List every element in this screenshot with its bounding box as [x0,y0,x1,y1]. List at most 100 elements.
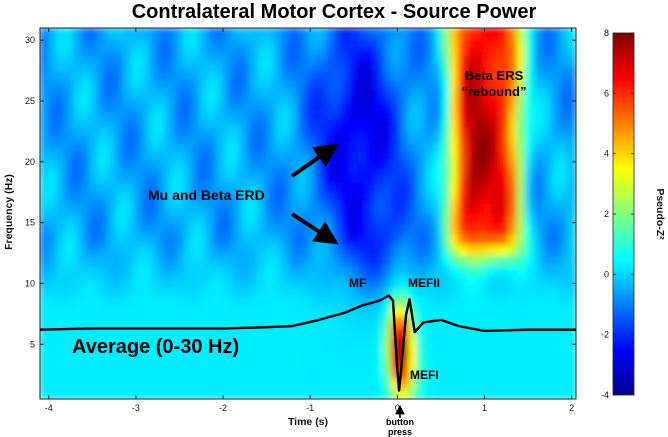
heatmap-cell [533,316,543,328]
heatmap-cell [449,388,460,399]
heatmap-cell [299,182,309,194]
heatmap-cell [349,388,359,399]
heatmap-cell [408,109,418,122]
heatmap-cell [374,48,384,60]
heatmap-cell [190,171,200,184]
heatmap-cell [265,233,275,245]
heatmap-cell [542,140,552,153]
heatmap-cell [416,37,426,50]
heatmap-cell [567,388,576,399]
heatmap-cell [475,99,485,111]
heatmap-cell [458,326,468,338]
heatmap-cell [550,388,560,399]
heatmap-cell [416,68,426,81]
heatmap-cell [466,89,476,101]
heatmap-cell [98,192,108,204]
heatmap-cell [466,326,476,338]
heatmap-cell [508,109,518,122]
heatmap-cell [374,326,384,338]
heatmap-cell [198,171,208,184]
heatmap-cell [98,326,108,338]
heatmap-cell [282,346,292,359]
heatmap-cell [466,130,476,142]
heatmap-cell [223,243,234,256]
heatmap-cell [382,254,393,266]
heatmap-cell [382,109,393,122]
heatmap-cell [148,120,158,132]
heatmap-cell [282,336,292,348]
heatmap-cell [416,48,426,60]
heatmap-cell [248,285,259,297]
heatmap-cell [73,99,83,111]
heatmap-cell [282,388,292,399]
heatmap-cell [466,28,476,39]
heatmap-cell [449,254,460,266]
heatmap-cell [525,213,535,225]
heatmap-cell [257,346,267,359]
heatmap-cell [64,377,74,390]
heatmap-cell [274,202,284,214]
heatmap-cell [341,346,351,359]
heatmap-cell [156,336,167,348]
heatmap-cell [290,28,301,39]
heatmap-cell [408,326,418,338]
heatmap-cell [500,305,510,318]
heatmap-cell [516,151,527,163]
heatmap-cell [123,254,133,266]
heatmap-cell [500,182,510,194]
heatmap-cell [73,37,83,50]
heatmap-cell [131,295,141,307]
heatmap-cell [458,336,468,348]
heatmap-cell [181,151,192,163]
heatmap-cell [542,367,552,379]
heatmap-cell [81,202,91,214]
heatmap-cell [148,367,158,379]
heatmap-cell [89,388,100,399]
heatmap-cell [156,223,167,235]
heatmap-cell [382,58,393,70]
heatmap-cell [324,130,334,142]
arrow-lower [290,212,339,245]
heatmap-cell [508,48,518,60]
heatmap-cell [341,202,351,214]
heatmap-cell [416,243,426,256]
heatmap-cell [424,213,435,225]
heatmap-cell [56,130,66,142]
heatmap-cell [89,140,100,153]
heatmap-cell [550,37,560,50]
heatmap-cell [558,79,569,91]
heatmap-cell [416,254,426,266]
heatmap-cell [56,58,66,70]
heatmap-cell [408,120,418,132]
heatmap-cell [391,233,401,245]
heatmap-cell [282,295,292,307]
heatmap-cell [290,316,301,328]
heatmap-cell [366,120,376,132]
heatmap-cell [307,109,317,122]
heatmap-cell [449,37,460,50]
heatmap-cell [567,161,576,173]
heatmap-cell [106,243,116,256]
heatmap-cell [190,274,200,287]
heatmap-cell [408,367,418,379]
heatmap-cell [433,161,443,173]
heatmap-cell [282,213,292,225]
heatmap-cell [475,192,485,204]
heatmap-cell [64,89,74,101]
heatmap-cell [516,326,527,338]
heatmap-cell [382,305,393,318]
heatmap-cell [332,171,342,184]
heatmap-cell [416,182,426,194]
heatmap-cell [223,326,234,338]
heatmap-cell [165,285,175,297]
heatmap-cell [567,316,576,328]
heatmap-cell [123,48,133,60]
heatmap-cell [207,367,217,379]
heatmap-cell [223,316,234,328]
heatmap-cell [349,305,359,318]
heatmap-cell [140,243,150,256]
heatmap-cell [433,336,443,348]
heatmap-cell [399,182,409,194]
heatmap-cell [148,357,158,369]
heatmap-cell [391,120,401,132]
